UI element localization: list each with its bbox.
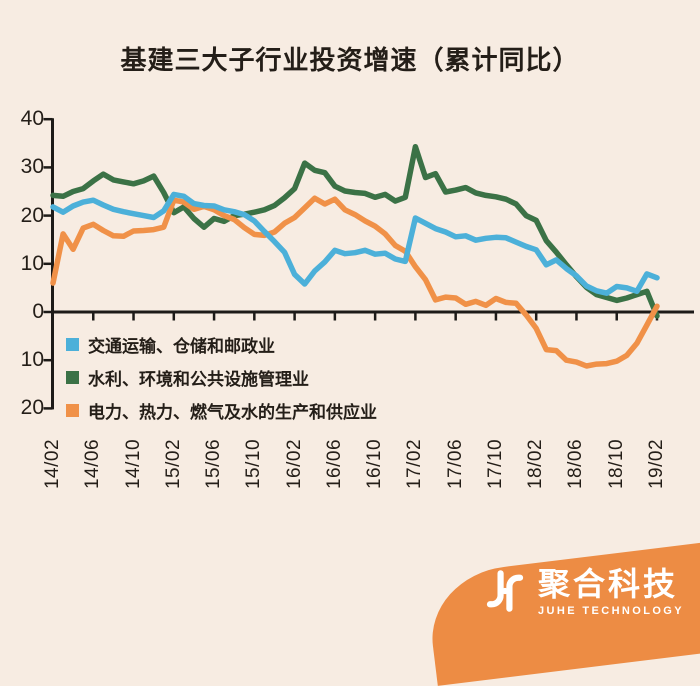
legend-item-label: 交通运输、仓储和邮政业 (88, 337, 275, 356)
logo-name-en: JUHE TECHNOLOGY (537, 604, 684, 617)
series-line-1 (50, 143, 660, 319)
page-title: 基建三大子行业投资增速（累计同比） (120, 45, 580, 75)
y-tick-label: 20 (20, 396, 44, 420)
legend-item-utilities: 电力、热力、燃气及水的生产和供应业 (66, 400, 377, 422)
juhe-logo-icon (486, 570, 524, 612)
legend-item-label: 水利、环境和公共设施管理业 (88, 370, 309, 389)
logo-text: 聚合科技 JUHE TECHNOLOGY (538, 566, 684, 617)
y-tick-label: 10 (20, 251, 44, 275)
chart-legend: 交通运输、仓储和邮政业 水利、环境和公共设施管理业 电力、热力、燃气及水的生产和… (66, 334, 377, 433)
company-logo: 聚合科技 JUHE TECHNOLOGY (482, 565, 684, 617)
series-line-0 (50, 191, 660, 296)
y-tick-label: 20 (20, 203, 44, 227)
y-tick-label: 0 (32, 300, 44, 323)
legend-item-water-env: 水利、环境和公共设施管理业 (66, 367, 377, 389)
y-tick-label: 30 (20, 155, 44, 179)
x-tick-label: 19/02 (645, 438, 667, 490)
y-tick-label: 40 (20, 107, 44, 131)
utilities-series-swatch (66, 404, 79, 417)
series-line-2 (50, 195, 660, 369)
transport-series-swatch (66, 338, 79, 351)
legend-item-transport: 交通运输、仓储和邮政业 (66, 334, 377, 356)
logo-name-cn: 聚合科技 (537, 565, 678, 602)
legend-item-label: 电力、热力、燃气及水的生产和供应业 (88, 403, 377, 422)
y-tick-label: 10 (20, 348, 44, 372)
chart-plot-area (43, 117, 694, 410)
water-env-series-swatch (66, 371, 79, 384)
